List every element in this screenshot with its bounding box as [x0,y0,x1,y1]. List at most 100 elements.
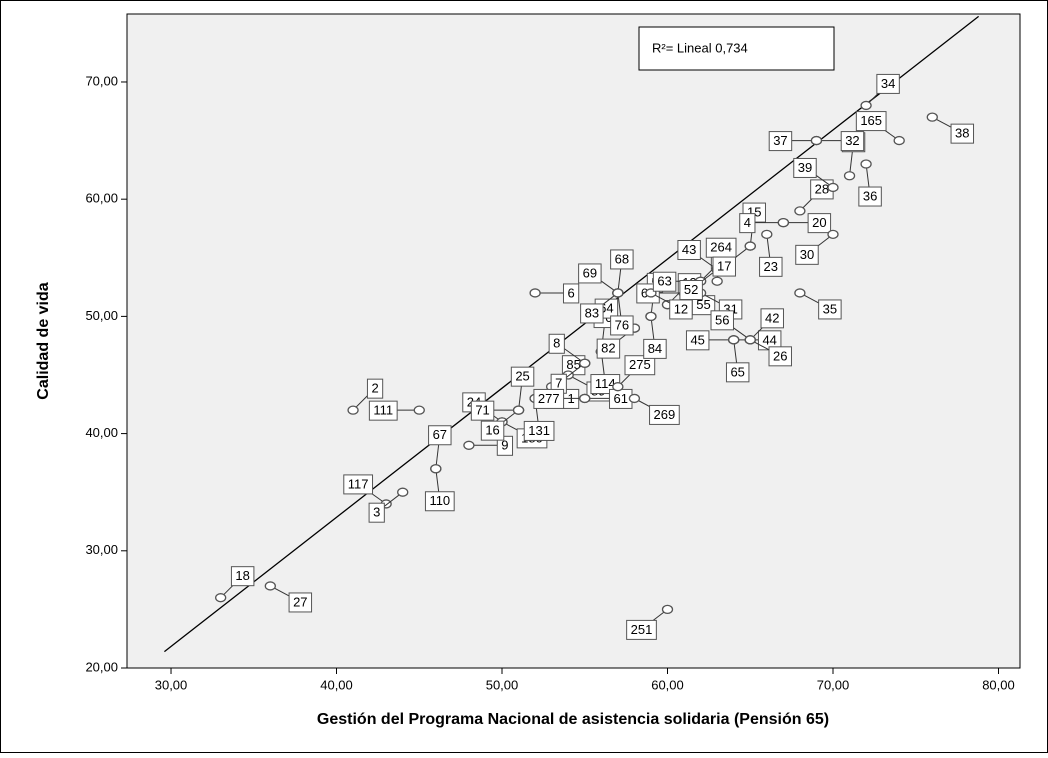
point [529,288,541,298]
point-label: 20 [812,215,826,230]
point-label: 3 [373,505,380,520]
point [860,100,872,111]
label-box [610,315,634,336]
point-label: 52 [684,282,698,297]
label-box [710,310,734,331]
label-box [610,249,634,270]
point [810,135,823,146]
point-label: 4 [744,215,751,230]
point-label: 82 [601,341,615,356]
point [860,159,872,169]
point-label: 269 [654,407,676,422]
point-label: 114 [595,376,616,391]
label-box [679,280,703,301]
point [711,276,723,286]
label-box [793,157,817,178]
label-box [562,283,580,304]
point-label: 65 [730,364,744,379]
point-label: 71 [475,403,489,418]
point [512,405,525,415]
label-box [818,299,842,320]
label-box [759,256,783,277]
point-label: 111 [373,403,393,418]
point-label: 43 [682,242,696,257]
label-box [677,240,701,261]
label-box [649,404,680,425]
point [628,393,641,404]
point [893,135,905,146]
label-box [725,362,750,383]
label-box [230,566,255,587]
point-label: 277 [538,391,560,406]
label-box [624,355,656,376]
label-box [652,271,677,292]
point-label: 35 [823,301,837,316]
point-label: 39 [798,160,812,175]
label-box [580,303,604,324]
point [430,464,442,474]
x-axis-title: Gestión del Programa Nacional de asisten… [317,711,829,728]
label-box [496,435,514,456]
label-box [739,213,756,234]
y-axis-title: Calidad de vida [35,282,52,399]
point-label: 16 [485,423,499,438]
label-box [807,213,832,234]
point [794,288,806,298]
label-box [840,131,865,152]
point [215,593,227,603]
label-box [424,491,455,512]
point-label: 68 [615,251,629,266]
point-label: 38 [955,126,969,141]
y-tick-label: 20,00 [85,659,118,674]
point-label: 32 [845,133,859,148]
annotation: R²= Lineal 0,734 [652,40,748,55]
label-box [768,131,793,152]
point [728,335,740,345]
point [777,217,789,228]
point-label: 55 [696,297,710,312]
label-box [366,378,384,399]
point-label: 2 [371,381,378,396]
label-box [950,123,975,144]
point-label: 7 [555,376,562,391]
point [612,288,624,298]
point [827,182,839,193]
label-box [480,420,505,441]
point-label: 83 [585,305,599,320]
x-tick-label: 50,00 [486,677,519,692]
point [744,241,756,251]
point [264,581,276,591]
x-tick-label: 40,00 [320,677,353,692]
label-box [510,366,535,387]
point-label: 117 [348,476,369,491]
label-box [368,502,385,523]
point-label: 18 [235,568,249,583]
point-label: 36 [863,188,877,203]
point-label: 63 [657,274,671,289]
y-tick-label: 70,00 [85,73,118,88]
point-label: 76 [615,317,629,332]
point-label: 69 [583,265,597,280]
x-tick-label: 70,00 [817,677,850,692]
label-box [368,400,398,421]
label-box [760,308,784,329]
point-label: 23 [764,259,778,274]
point [612,382,624,392]
point [579,358,591,368]
point-label: 110 [429,493,450,508]
label-box [643,338,667,359]
point [744,335,756,345]
point-label: 34 [881,76,895,91]
point [645,311,657,322]
label-box [795,244,819,265]
y-tick-label: 60,00 [85,191,118,206]
label-box [855,111,887,132]
point-label: 44 [762,332,776,347]
y-tick-label: 30,00 [85,542,118,557]
point [347,405,359,415]
label-box [768,346,792,367]
label-box [578,263,602,284]
point-label: 264 [710,240,732,255]
point [926,112,938,122]
point-label: 6 [567,285,574,300]
